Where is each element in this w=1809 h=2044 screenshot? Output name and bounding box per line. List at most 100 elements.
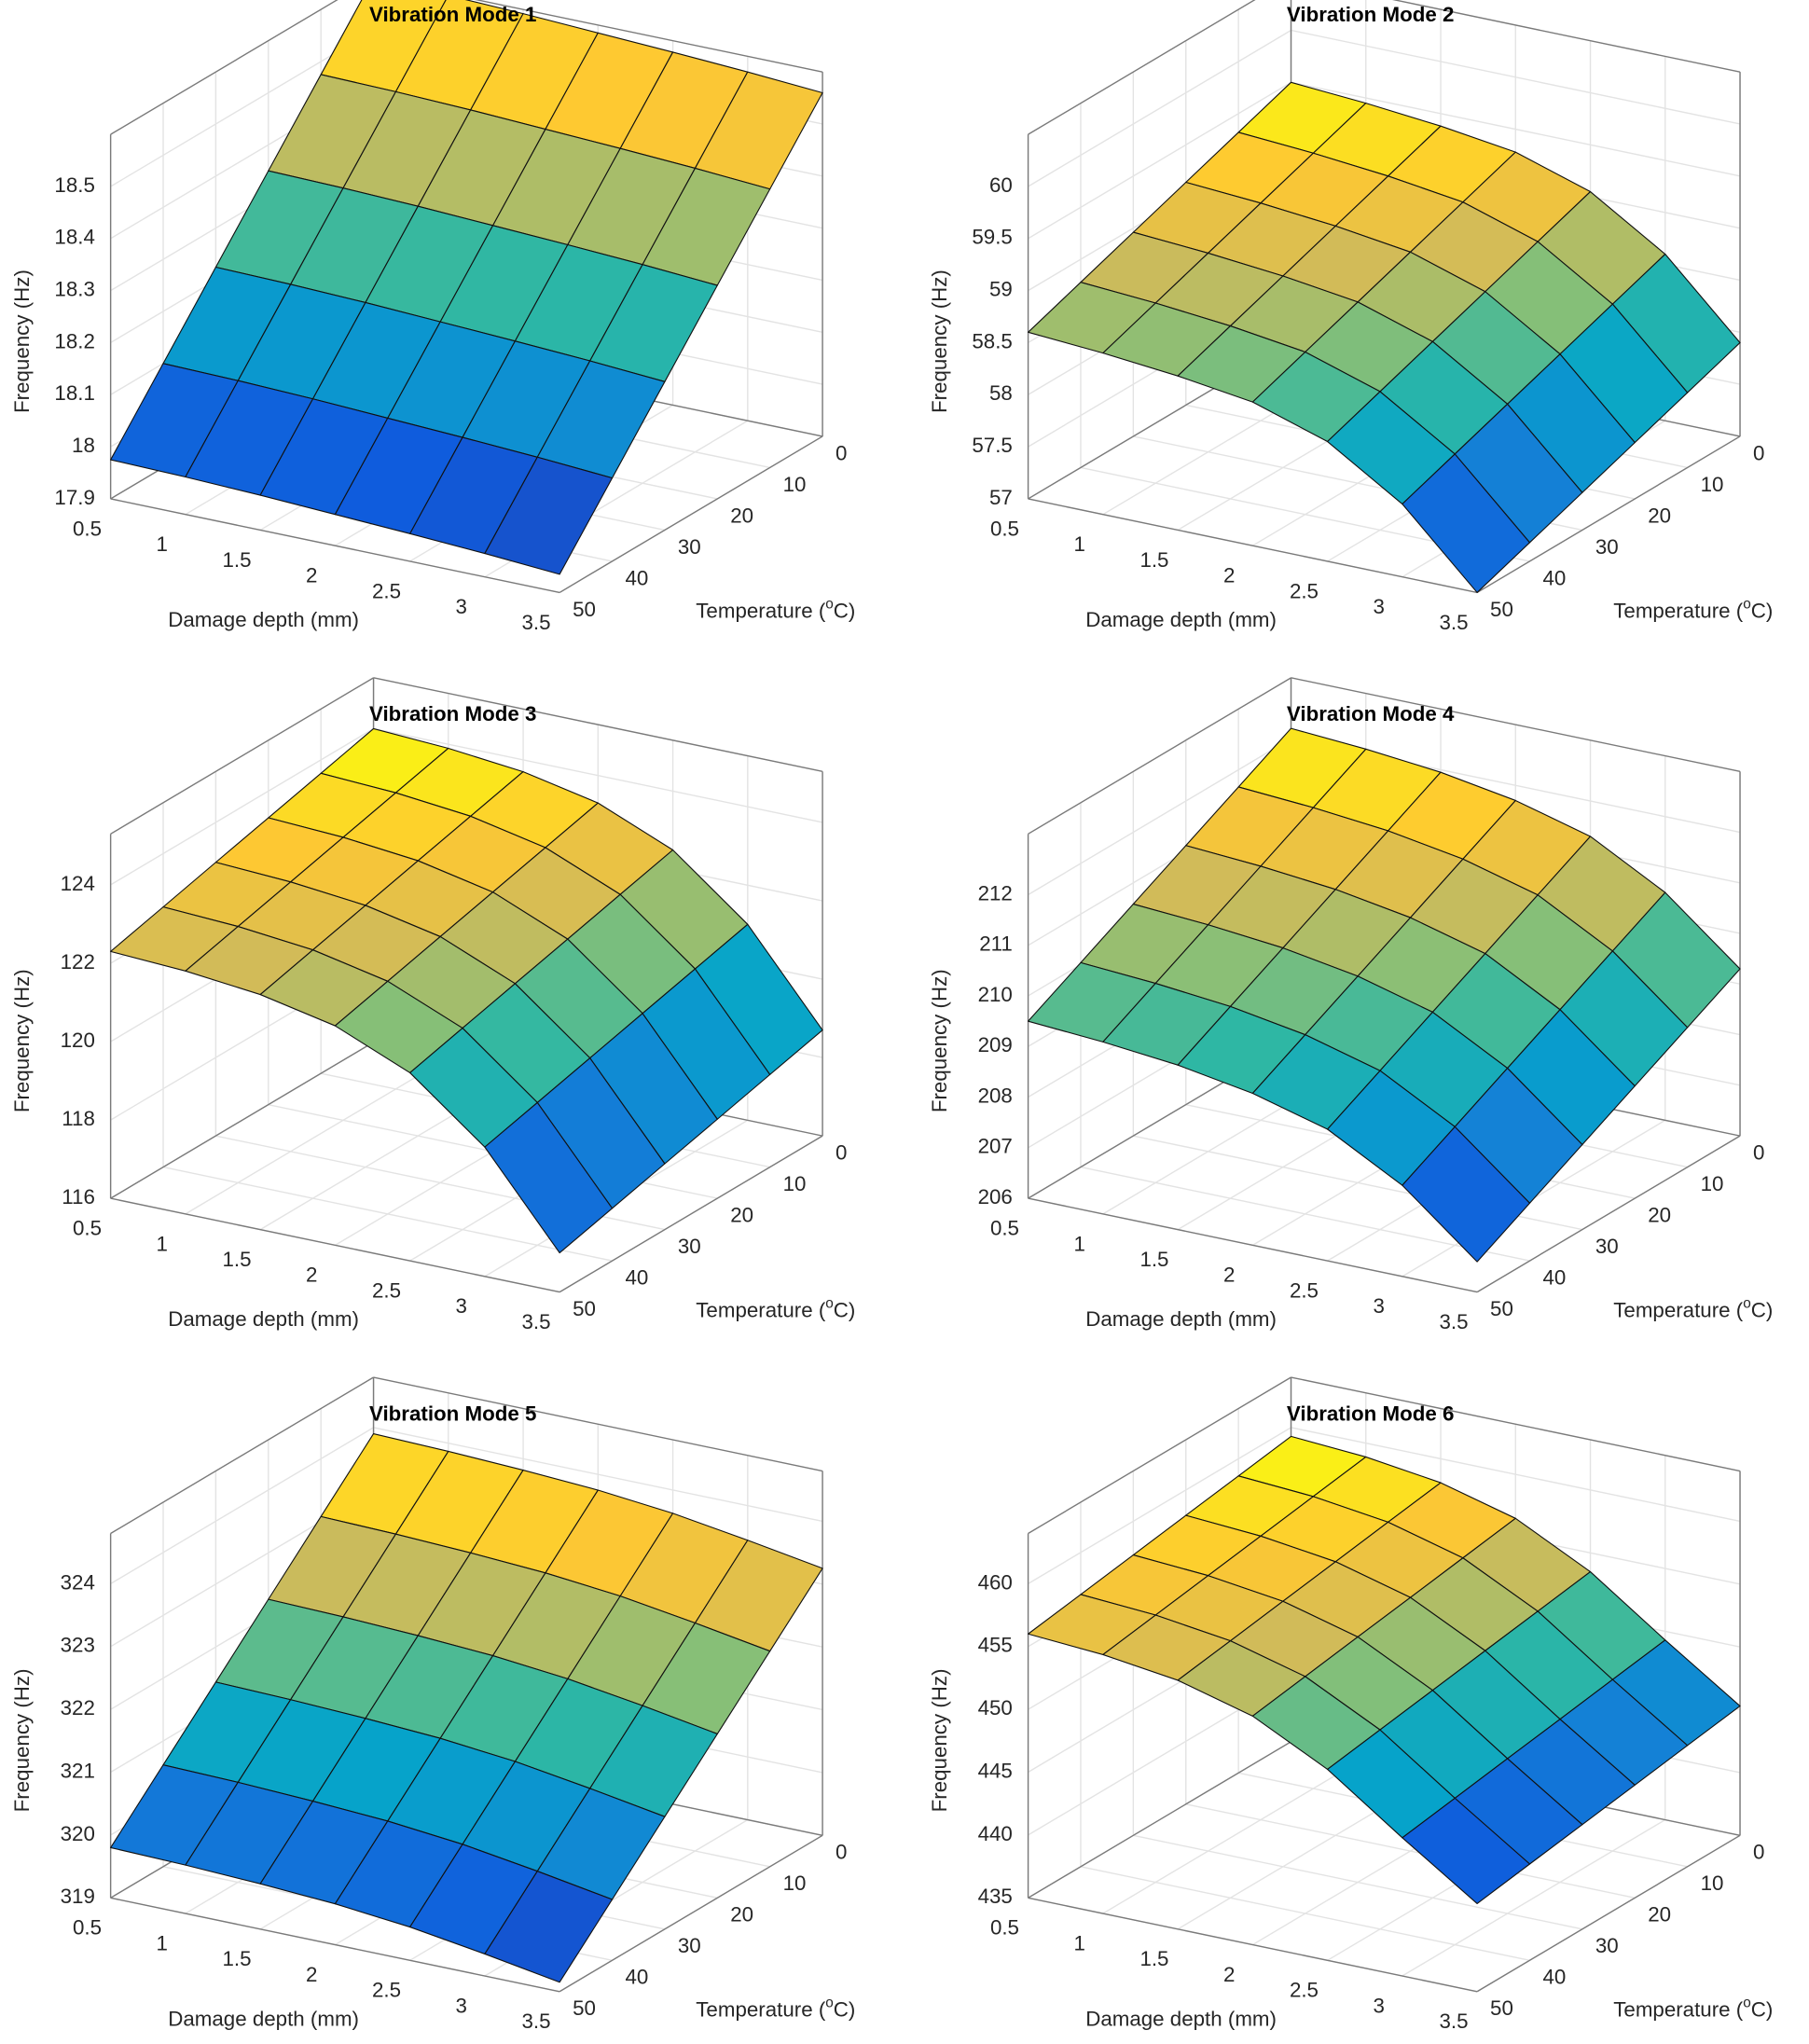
x-tick-label: 2.5: [372, 579, 401, 602]
y-tick-label: 10: [783, 473, 807, 496]
z-tick-label: 57.5: [972, 434, 1012, 457]
surface-cell: [1402, 1797, 1531, 1904]
y-tick-label: 50: [573, 1996, 596, 2020]
y-tick-label: 20: [1648, 1204, 1671, 1227]
x-tick-label: 1.5: [222, 1248, 251, 1271]
z-tick-label: 18.3: [54, 278, 94, 301]
z-tick-label: 57: [989, 486, 1013, 509]
x-tick-label: 2.5: [1290, 579, 1319, 602]
z-tick-label: 440: [978, 1822, 1013, 1845]
z-axis-label: Frequency (Hz): [10, 1668, 34, 1812]
chart-title: Vibration Mode 5: [369, 1402, 536, 1425]
x-tick-label: 0.5: [73, 1217, 102, 1240]
x-tick-label: 0.5: [990, 1217, 1019, 1240]
y-axis-label-part: C): [1751, 1298, 1774, 1321]
x-axis-label: Damage depth (mm): [168, 608, 359, 631]
z-tick-label: 460: [978, 1570, 1013, 1594]
axis-box-edge: [110, 498, 560, 594]
axis-box-edge: [559, 1135, 823, 1293]
surface-cell: [484, 1871, 614, 1983]
axis-box-edge: [1291, 1376, 1741, 1472]
y-axis-label-part: o: [825, 596, 834, 612]
y-axis-label-part: Temperature (: [1613, 1998, 1744, 2022]
axis-box-edge: [110, 677, 374, 835]
axis-box-edge: [1291, 677, 1741, 773]
z-tick-label: 322: [61, 1696, 95, 1719]
z-tick-label: 209: [978, 1033, 1013, 1057]
y-tick-label: 0: [1753, 1841, 1764, 1864]
chart-title: Vibration Mode 2: [1287, 3, 1454, 26]
x-axis-label: Damage depth (mm): [1085, 2007, 1277, 2030]
x-tick-label: 2: [306, 1963, 317, 1986]
y-axis-label-part: Temperature (: [1613, 599, 1744, 622]
x-tick-label: 2: [1223, 564, 1235, 587]
x-tick-label: 3.5: [521, 1310, 550, 1333]
z-tick-label: 120: [61, 1029, 95, 1052]
y-axis-label-part: C): [1751, 1998, 1774, 2022]
z-tick-label: 210: [978, 983, 1013, 1006]
axis-box-edge: [1476, 1135, 1741, 1293]
chart-title: Vibration Mode 4: [1287, 702, 1455, 725]
z-tick-label: 445: [978, 1759, 1013, 1782]
y-tick-label: 40: [1542, 566, 1566, 589]
z-tick-label: 124: [61, 872, 95, 895]
axis-box-edge: [1391, 0, 1741, 73]
y-axis-label: Temperature (oC): [1613, 1995, 1773, 2021]
chart-title: Vibration Mode 3: [369, 702, 536, 725]
y-tick-label: 20: [730, 1204, 753, 1227]
y-tick-label: 50: [1490, 1996, 1513, 2020]
chart-title: Vibration Mode 6: [1287, 1402, 1454, 1425]
surface-chart: 0.5 1 1.5 2 2.5 3 3.5 0 10 20 30 40 50 17.9 18 18.1 18.2…: [10, 0, 855, 634]
x-tick-label: 3: [456, 1994, 467, 2017]
axis-box-edge: [1476, 1834, 1741, 1993]
x-tick-label: 2: [1223, 1963, 1235, 1986]
x-tick-label: 0.5: [73, 1916, 102, 1940]
x-tick-label: 3.5: [521, 611, 550, 634]
axis-box-edge: [1476, 435, 1741, 594]
x-tick-label: 1.5: [1139, 1947, 1168, 1970]
x-tick-label: 1.5: [222, 1947, 251, 1970]
axis-box-edge: [559, 435, 823, 594]
y-axis-label-part: Temperature (: [696, 1998, 826, 2022]
axis-box-edge: [1028, 677, 1291, 835]
y-tick-label: 0: [835, 441, 847, 464]
surface-cell: [484, 456, 614, 575]
z-axis-label: Frequency (Hz): [928, 969, 951, 1112]
axis-box-edge: [474, 0, 823, 73]
y-axis-label-part: o: [1743, 1995, 1751, 2010]
surface-chart: 0.5 1 1.5 2 2.5 3 3.5 0 10 20 30 40 50 206 207 208 209 21…: [928, 677, 1774, 1333]
y-tick-label: 10: [1701, 1172, 1724, 1195]
x-tick-label: 1: [1074, 532, 1085, 556]
x-axis-label: Damage depth (mm): [1085, 1307, 1277, 1331]
x-tick-label: 3.5: [1439, 1310, 1468, 1333]
x-tick-label: 3: [1374, 1294, 1385, 1318]
axis-box-edge: [1028, 498, 1478, 594]
z-tick-label: 18.4: [54, 226, 94, 249]
z-tick-label: 212: [978, 881, 1013, 905]
y-axis-label: Temperature (oC): [696, 1295, 855, 1321]
z-tick-label: 58.5: [972, 329, 1012, 352]
z-tick-label: 17.9: [54, 486, 94, 509]
y-axis-label: Temperature (oC): [696, 596, 855, 622]
x-tick-label: 1: [157, 532, 168, 556]
x-tick-label: 2.5: [1290, 1279, 1319, 1303]
y-tick-label: 10: [1701, 473, 1724, 496]
axis-box-edge: [1028, 0, 1256, 135]
surface-chart: 0.5 1 1.5 2 2.5 3 3.5 0 10 20 30 40 50 319 320 321 322 32…: [10, 1376, 855, 2033]
x-tick-label: 1.5: [1139, 1248, 1168, 1271]
z-tick-label: 58: [989, 381, 1013, 405]
surface-cell: [484, 1101, 614, 1254]
surface-chart: 0.5 1 1.5 2 2.5 3 3.5 0 10 20 30 40 50 116 118 120 122 12…: [10, 677, 855, 1333]
x-tick-label: 1: [157, 1931, 168, 1954]
z-axis-label: Frequency (Hz): [10, 969, 34, 1112]
y-axis-label-part: Temperature (: [696, 1298, 826, 1321]
y-axis-label-part: C): [834, 599, 856, 622]
z-tick-label: 18: [72, 434, 95, 457]
z-tick-label: 450: [978, 1696, 1013, 1719]
axis-box-edge: [1028, 1897, 1478, 1993]
y-tick-label: 30: [1595, 1934, 1619, 1957]
y-axis-label-part: o: [825, 1995, 834, 2010]
z-tick-label: 18.1: [54, 381, 94, 405]
x-tick-label: 2.5: [372, 1279, 401, 1303]
y-axis-label: Temperature (oC): [1613, 596, 1773, 622]
